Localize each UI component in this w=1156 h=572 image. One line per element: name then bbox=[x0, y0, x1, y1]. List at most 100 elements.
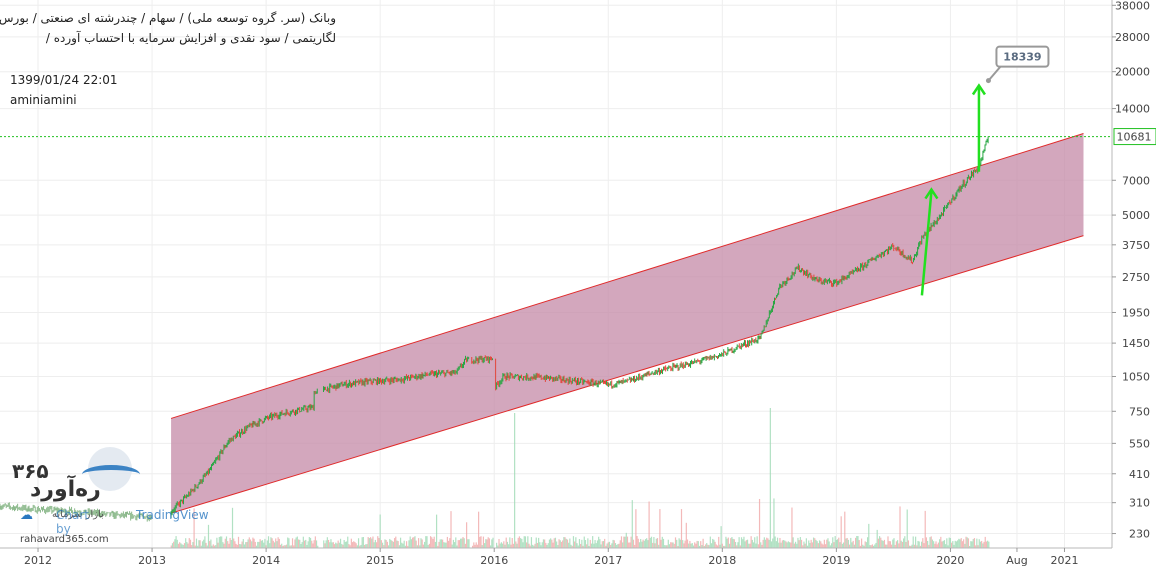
volume-bar bbox=[432, 538, 434, 548]
volume-bar bbox=[209, 541, 211, 548]
volume-bar bbox=[527, 536, 529, 548]
volume-bar bbox=[698, 545, 701, 548]
volume-bar bbox=[212, 544, 214, 548]
volume-bar bbox=[240, 544, 242, 548]
volume-bar bbox=[827, 538, 829, 548]
volume-bar bbox=[620, 536, 623, 548]
volume-bar bbox=[219, 536, 222, 548]
volume-bar bbox=[490, 545, 492, 548]
volume-bar bbox=[634, 544, 636, 548]
volume-bar bbox=[438, 541, 440, 548]
volume-bar bbox=[422, 544, 424, 548]
volume-bar bbox=[688, 543, 690, 548]
regression-channel bbox=[171, 133, 1084, 514]
volume-bar bbox=[276, 541, 278, 548]
volume-bar bbox=[257, 541, 259, 548]
volume-bar bbox=[704, 544, 707, 548]
volume-bar bbox=[776, 537, 779, 548]
volume-bar bbox=[607, 542, 609, 548]
volume-bar bbox=[227, 541, 229, 548]
volume-bar bbox=[509, 537, 511, 548]
volume-bar bbox=[692, 545, 695, 548]
volume-bar bbox=[231, 507, 234, 548]
volume-bar bbox=[761, 544, 763, 548]
volume-bar bbox=[655, 538, 657, 548]
volume-bar bbox=[345, 541, 348, 548]
volume-bar bbox=[707, 544, 709, 548]
volume-bar bbox=[191, 545, 193, 548]
volume-bar bbox=[194, 545, 196, 548]
volume-bar bbox=[399, 537, 402, 548]
volume-bar bbox=[793, 543, 795, 548]
volume-bar bbox=[733, 539, 735, 548]
volume-bar bbox=[648, 501, 650, 548]
volume-bar bbox=[685, 522, 687, 548]
volume-bar bbox=[210, 539, 212, 548]
volume-bar bbox=[686, 539, 689, 548]
volume-bar bbox=[647, 540, 649, 548]
time-axis-label: 2018 bbox=[708, 554, 736, 567]
volume-bar bbox=[428, 543, 430, 548]
target-callout[interactable]: 18339 bbox=[985, 45, 1050, 84]
volume-bar bbox=[548, 539, 551, 548]
volume-bar bbox=[198, 540, 200, 548]
volume-bar bbox=[768, 539, 770, 548]
volume-bar bbox=[553, 538, 555, 548]
volume-bar bbox=[297, 539, 300, 548]
volume-bar bbox=[829, 545, 831, 548]
volume-bar bbox=[362, 537, 364, 548]
volume-bar bbox=[952, 541, 954, 548]
volume-bar bbox=[725, 536, 727, 548]
volume-bar bbox=[183, 543, 186, 548]
volume-bars bbox=[170, 408, 990, 548]
volume-bar bbox=[942, 540, 944, 548]
volume-bar bbox=[273, 542, 276, 548]
volume-bar bbox=[383, 545, 385, 548]
volume-bar bbox=[379, 514, 381, 548]
volume-bar bbox=[964, 543, 966, 548]
volume-bar bbox=[834, 536, 836, 548]
volume-bar bbox=[229, 537, 231, 548]
volume-bar bbox=[427, 545, 429, 548]
volume-bar bbox=[949, 537, 952, 548]
volume-bar bbox=[978, 539, 980, 548]
time-axis-label: 2021 bbox=[1050, 554, 1078, 567]
volume-bar bbox=[947, 545, 949, 548]
volume-bar bbox=[300, 544, 302, 548]
volume-bar bbox=[550, 538, 552, 548]
channel-upper-line bbox=[170, 133, 1084, 419]
volume-bar bbox=[811, 542, 813, 548]
volume-bar bbox=[458, 540, 461, 548]
volume-bar bbox=[619, 540, 621, 548]
volume-bar bbox=[919, 545, 922, 548]
volume-bar bbox=[457, 540, 459, 548]
volume-bar bbox=[272, 540, 274, 548]
time-axis[interactable]: 2012 2013 2014 2015 2016 2017 2018 2019 2020 Aug 2… bbox=[24, 548, 1078, 567]
volume-bar bbox=[433, 536, 435, 548]
volume-bar bbox=[325, 540, 327, 548]
volume-bar bbox=[498, 538, 500, 548]
volume-bar bbox=[307, 541, 309, 548]
volume-bar bbox=[568, 542, 570, 548]
volume-bar bbox=[317, 545, 319, 548]
volume-bar bbox=[500, 542, 503, 548]
price-axis[interactable]: 38000 28000 20000 14000 10681 7000 5000 3750 275… bbox=[1112, 0, 1156, 541]
volume-bar bbox=[583, 536, 585, 548]
volume-bar bbox=[235, 543, 237, 548]
volume-bar bbox=[659, 509, 661, 548]
volume-bar bbox=[420, 538, 422, 548]
volume-bar bbox=[295, 537, 297, 548]
price-axis-label: 750 bbox=[1129, 405, 1150, 418]
price-axis-label: 10681 bbox=[1117, 131, 1152, 144]
volume-bar bbox=[958, 538, 960, 548]
volume-bar bbox=[484, 543, 486, 548]
volume-bar bbox=[847, 539, 849, 548]
volume-bar bbox=[222, 542, 224, 548]
volume-bar bbox=[479, 536, 481, 548]
volume-bar bbox=[792, 537, 794, 548]
volume-bar bbox=[218, 537, 220, 548]
volume-bar bbox=[596, 540, 599, 548]
volume-bar bbox=[473, 542, 475, 548]
site-url[interactable]: rahavard365.com bbox=[20, 534, 109, 545]
